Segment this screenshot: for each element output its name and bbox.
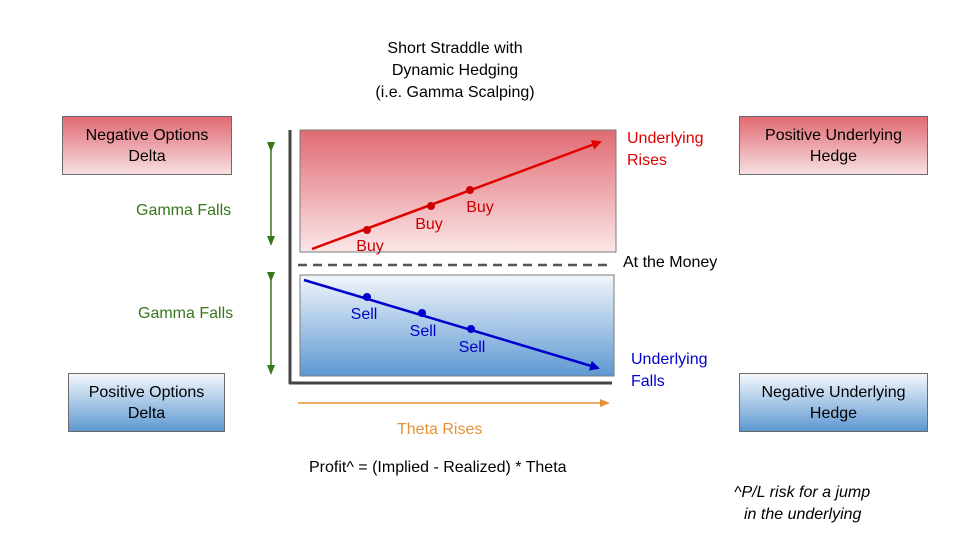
sell-point xyxy=(363,293,371,301)
underlying-rises-line-2: Rises xyxy=(627,152,668,169)
risk-note-line-1: ^P/L risk for a jump xyxy=(734,484,871,501)
box-line: Positive Options xyxy=(88,383,205,401)
sell-point xyxy=(418,309,426,317)
underlying-falls-line-2: Falls xyxy=(631,373,665,390)
at-the-money-label: At the Money xyxy=(623,254,718,271)
sell-label: Sell xyxy=(459,339,486,356)
box-line: Delta xyxy=(127,404,166,422)
profit-formula: Profit^ = (Implied - Realized) * Theta xyxy=(309,459,567,476)
risk-note-line-2: in the underlying xyxy=(744,506,862,523)
underlying-rises-label: Underlying Rises xyxy=(627,128,703,172)
box-line: Hedge xyxy=(809,404,858,422)
title-line-3: (i.e. Gamma Scalping) xyxy=(375,84,535,101)
upper-red-region xyxy=(299,129,617,253)
box-line: Negative Options xyxy=(85,126,209,144)
theta-rises-label: Theta Rises xyxy=(397,421,483,438)
buy-label: Buy xyxy=(415,216,443,233)
positive-options-delta-box: Positive Options Delta xyxy=(68,373,225,432)
risk-note: ^P/L risk for a jump in the underlying xyxy=(734,482,870,526)
buy-label: Buy xyxy=(356,238,384,255)
underlying-falls-arrow xyxy=(303,278,600,371)
buy-point xyxy=(466,186,474,194)
underlying-rises-arrow xyxy=(311,140,602,251)
sell-label: Sell xyxy=(351,306,378,323)
negative-underlying-hedge-box: Negative Underlying Hedge xyxy=(739,373,928,432)
box-line: Hedge xyxy=(809,147,858,165)
negative-options-delta-box: Negative Options Delta xyxy=(62,116,232,175)
box-line: Negative Underlying xyxy=(761,383,906,401)
box-line: Delta xyxy=(128,147,166,165)
sell-point xyxy=(467,325,475,333)
title-line-1: Short Straddle with xyxy=(387,40,523,57)
title-line-2: Dynamic Hedging xyxy=(391,62,519,79)
buy-point xyxy=(427,202,435,210)
underlying-falls-label: Underlying Falls xyxy=(631,349,707,393)
box-line: Positive Underlying xyxy=(765,126,902,144)
gamma-falls-top-label: Gamma Falls xyxy=(136,202,232,219)
underlying-rises-line-1: Underlying xyxy=(627,130,704,147)
buy-label: Buy xyxy=(466,199,494,216)
buy-point xyxy=(363,226,371,234)
underlying-falls-line-1: Underlying xyxy=(631,351,708,368)
positive-underlying-hedge-box: Positive Underlying Hedge xyxy=(739,116,928,175)
sell-label: Sell xyxy=(410,323,437,340)
diagram-title: Short Straddle with Dynamic Hedging (i.e… xyxy=(305,38,605,104)
gamma-falls-bottom-label: Gamma Falls xyxy=(138,305,234,322)
